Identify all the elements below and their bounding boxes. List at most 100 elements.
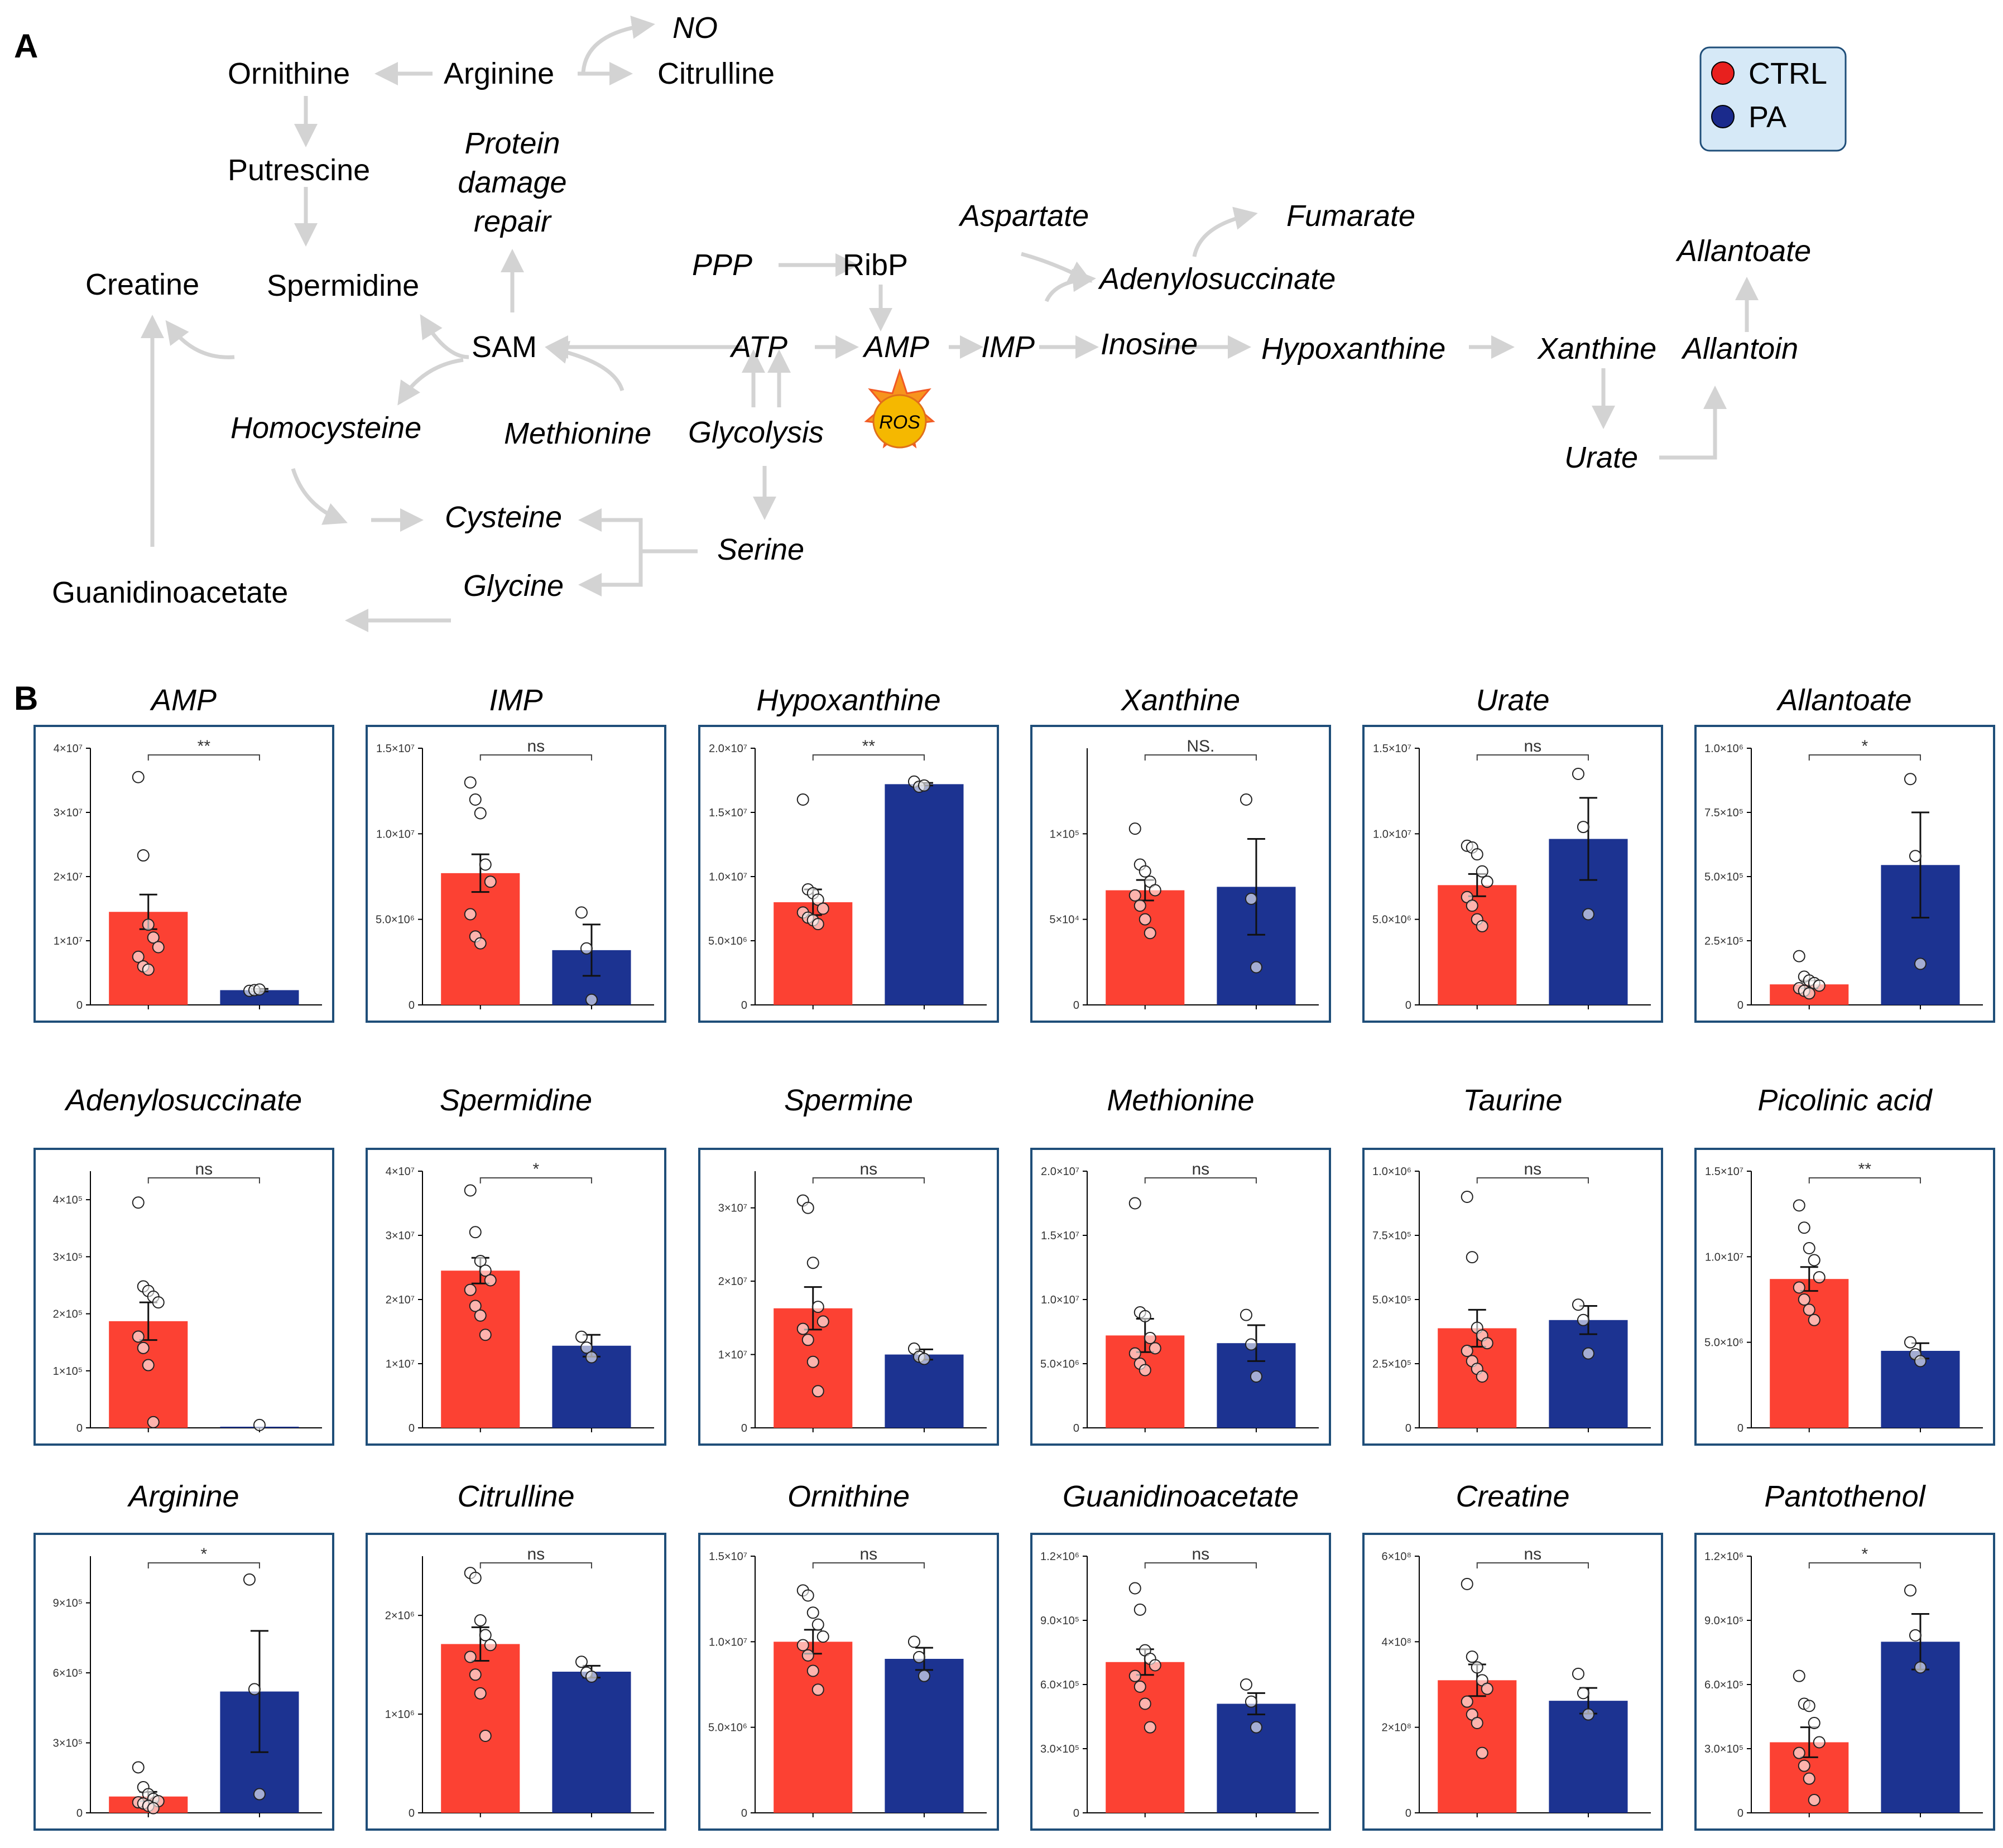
significance-bracket [147, 1562, 260, 1568]
y-tick-label: 5×10⁴ [1049, 914, 1079, 926]
node-methionine: Methionine [504, 417, 651, 450]
significance-label: ns [1524, 1545, 1542, 1563]
y-tick-label: 1.5×10⁷ [1041, 1230, 1079, 1242]
node-protein-damage-repair-3: repair [474, 205, 552, 238]
panel-label-a: A [14, 27, 38, 65]
data-point [806, 1664, 819, 1677]
significance-bracket [479, 754, 592, 761]
significance-bracket [812, 1562, 925, 1568]
chart-title: Arginine [127, 1480, 239, 1513]
data-point [1793, 1746, 1805, 1759]
node-citrulline: Citrulline [657, 57, 775, 90]
chart-title: AMP [150, 684, 217, 717]
data-point [1461, 1345, 1473, 1357]
chart-title: Adenylosuccinate [64, 1084, 302, 1117]
y-tick-label: 4×10⁵ [53, 1194, 83, 1206]
y-tick-label: 0 [741, 999, 747, 1012]
y-tick-label: 0 [741, 1422, 747, 1435]
data-point [1808, 1254, 1821, 1267]
data-point [132, 771, 145, 783]
significance-bracket [1808, 1177, 1921, 1183]
data-point [1572, 1298, 1584, 1311]
data-point [1572, 1667, 1584, 1680]
node-protein-damage-repair-1: Protein [464, 127, 560, 160]
data-point [918, 1353, 930, 1365]
significance-label: ns [195, 1160, 213, 1178]
data-point [1813, 979, 1826, 992]
data-point [816, 902, 829, 915]
y-tick-label: 0 [1737, 999, 1743, 1012]
chart-pantothenol: Pantothenol 0 3.0×10⁵ 6.0×10⁵ 9.0×10⁵ 1.2×10⁶… [1694, 1480, 1995, 1831]
bar-ctrl [1106, 890, 1185, 1005]
data-point [1149, 1659, 1161, 1672]
significance-label: ns [527, 1545, 545, 1563]
y-tick-label: 1.5×10⁷ [376, 743, 415, 755]
data-point [1128, 1582, 1141, 1595]
y-tick-label: 0 [1737, 1807, 1743, 1820]
data-point [474, 937, 487, 950]
data-point [469, 1571, 482, 1584]
chart-spermidine: Spermidine 0 1×10⁷ 2×10⁷ 3×10⁷ 4×10⁷ * [366, 1084, 666, 1446]
data-point [1245, 1695, 1257, 1708]
data-point [1798, 1759, 1810, 1772]
bar-pa [885, 1659, 964, 1813]
significance-label: ns [860, 1545, 878, 1563]
significance-label: * [1862, 1545, 1868, 1563]
data-point [1481, 875, 1493, 888]
data-point [1476, 865, 1488, 878]
data-point [1803, 987, 1815, 1000]
data-point [1577, 1687, 1589, 1700]
legend-swatch-pa [1711, 105, 1735, 128]
data-point [585, 1670, 598, 1683]
node-imp: IMP [981, 330, 1035, 364]
data-point [469, 793, 482, 806]
data-point [811, 1683, 824, 1696]
data-point [811, 1385, 824, 1398]
y-tick-label: 6.0×10⁵ [1704, 1679, 1743, 1691]
data-point [1139, 1364, 1151, 1377]
y-tick-label: 1×10⁶ [385, 1709, 415, 1721]
y-tick-label: 1.0×10⁶ [1372, 1166, 1411, 1178]
data-point [464, 1283, 477, 1296]
y-tick-label: 5.0×10⁶ [1704, 1337, 1743, 1349]
data-point [147, 1802, 160, 1815]
y-tick-label: 9×10⁵ [53, 1597, 83, 1610]
chart-title: Allantoate [1776, 684, 1911, 717]
data-point [1466, 899, 1478, 912]
y-tick-label: 0 [76, 1807, 83, 1820]
ros-label: ROS [879, 412, 920, 433]
y-tick-label: 1×10⁷ [54, 935, 83, 947]
node-arginine: Arginine [444, 57, 554, 90]
chart-arginine: Arginine 0 3×10⁵ 6×10⁵ 9×10⁵ * [33, 1480, 334, 1831]
data-point [1128, 889, 1141, 902]
data-point [132, 1330, 145, 1343]
significance-label: * [533, 1160, 540, 1178]
data-point [1250, 961, 1262, 974]
significance-label: ** [1858, 1160, 1872, 1178]
significance-bracket [1144, 754, 1257, 761]
data-point [132, 1196, 145, 1209]
data-point [1466, 1251, 1478, 1264]
y-tick-label: 3×10⁵ [53, 1251, 83, 1263]
chart-title: Xanthine [1120, 684, 1240, 717]
data-point [811, 1301, 824, 1313]
data-point [474, 1614, 487, 1626]
y-tick-label: 2×10⁶ [385, 1610, 415, 1622]
significance-bracket [147, 754, 260, 761]
y-tick-label: 0 [1737, 1422, 1743, 1435]
node-allantoate: Allantoate [1675, 234, 1811, 268]
data-point [1582, 1708, 1594, 1721]
y-tick-label: 2.0×10⁷ [709, 743, 747, 755]
data-point [1803, 1700, 1815, 1712]
node-aspartate: Aspartate [958, 199, 1089, 233]
data-point [912, 1650, 925, 1663]
significance-label: ns [1524, 737, 1542, 755]
node-xanthine: Xanthine [1536, 332, 1656, 365]
y-tick-label: 1×10⁵ [1050, 828, 1079, 840]
data-point [796, 1322, 809, 1335]
node-no: NO [673, 11, 718, 45]
bar-pa [1549, 1320, 1628, 1428]
bar-ctrl [441, 1270, 520, 1428]
bar-pa [885, 784, 964, 1005]
chart-creatine: Creatine 0 2×10⁸ 4×10⁸ 6×10⁸ ns [1362, 1480, 1663, 1831]
